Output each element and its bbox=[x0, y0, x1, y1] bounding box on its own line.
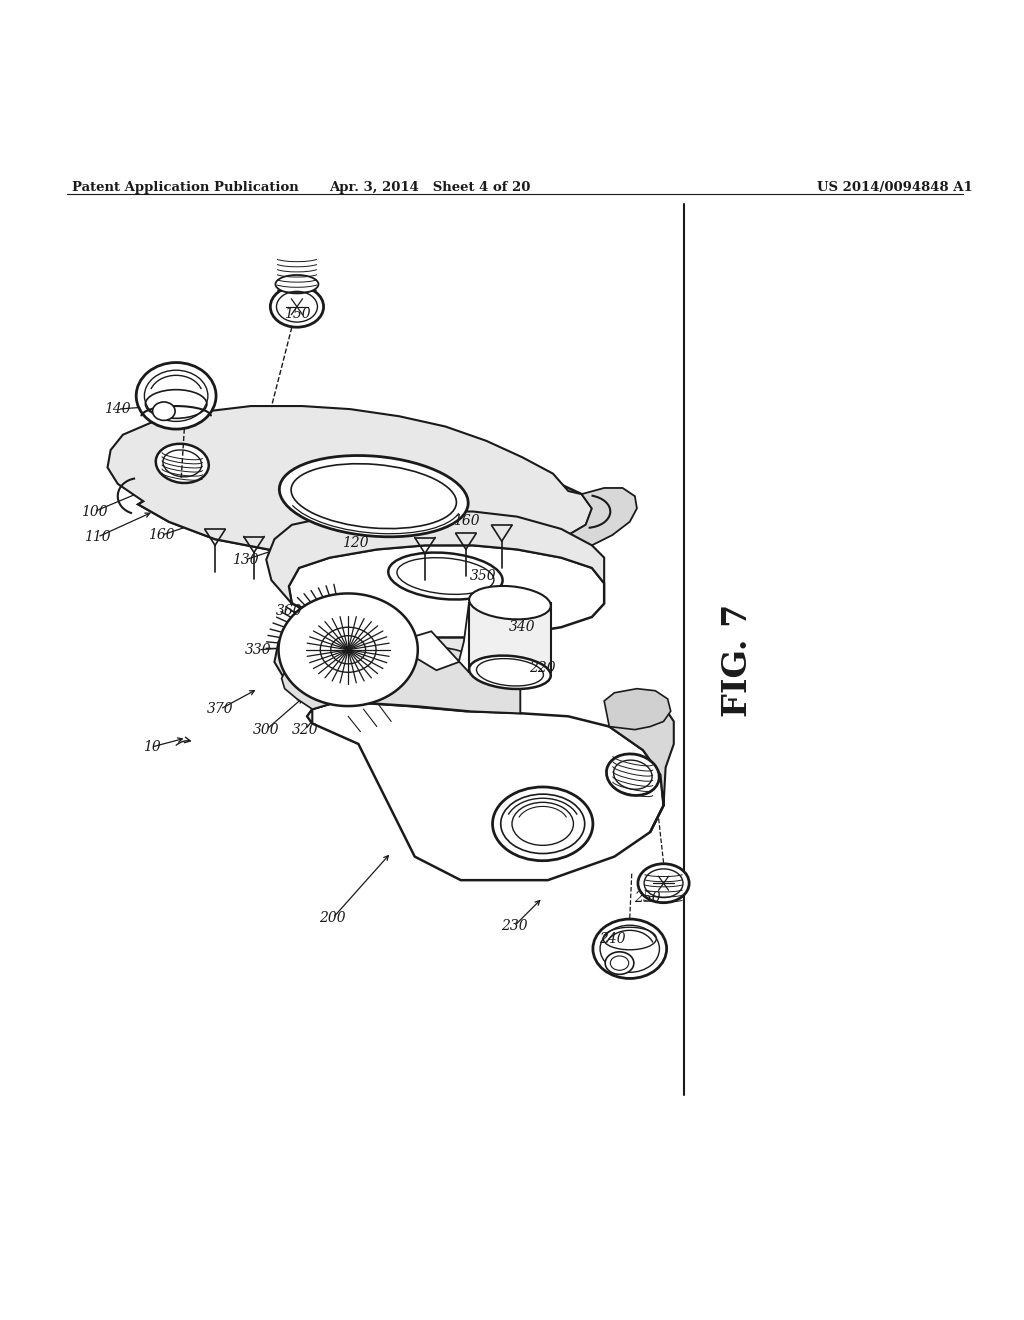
Ellipse shape bbox=[606, 754, 659, 796]
Polygon shape bbox=[469, 603, 551, 672]
Ellipse shape bbox=[280, 455, 468, 537]
Polygon shape bbox=[609, 701, 674, 832]
Text: 110: 110 bbox=[84, 531, 111, 544]
Text: 320: 320 bbox=[292, 722, 318, 737]
Ellipse shape bbox=[469, 586, 551, 619]
Text: 240: 240 bbox=[599, 932, 626, 945]
Text: 130: 130 bbox=[232, 553, 259, 566]
Text: 250: 250 bbox=[634, 891, 660, 904]
Ellipse shape bbox=[638, 863, 689, 903]
Polygon shape bbox=[289, 545, 604, 638]
Polygon shape bbox=[279, 594, 418, 706]
Polygon shape bbox=[138, 463, 592, 557]
Ellipse shape bbox=[136, 363, 216, 429]
Ellipse shape bbox=[388, 553, 503, 599]
Text: 140: 140 bbox=[104, 403, 131, 416]
Ellipse shape bbox=[270, 286, 324, 327]
Text: Patent Application Publication: Patent Application Publication bbox=[72, 181, 298, 194]
Ellipse shape bbox=[593, 919, 667, 978]
Text: 120: 120 bbox=[342, 536, 369, 550]
Text: 150: 150 bbox=[284, 306, 310, 321]
Text: 160: 160 bbox=[148, 528, 175, 543]
Text: 360: 360 bbox=[275, 603, 302, 618]
Text: 10: 10 bbox=[142, 741, 161, 754]
Polygon shape bbox=[274, 611, 520, 723]
Polygon shape bbox=[561, 488, 637, 549]
Text: 300: 300 bbox=[253, 722, 280, 737]
Text: 340: 340 bbox=[509, 620, 536, 634]
Polygon shape bbox=[411, 603, 469, 672]
Ellipse shape bbox=[605, 952, 634, 974]
Ellipse shape bbox=[469, 656, 551, 689]
Text: 200: 200 bbox=[319, 911, 346, 925]
Polygon shape bbox=[282, 638, 520, 713]
Text: 350: 350 bbox=[470, 569, 497, 583]
Text: US 2014/0094848 A1: US 2014/0094848 A1 bbox=[817, 181, 973, 194]
Ellipse shape bbox=[156, 444, 209, 483]
Text: 230: 230 bbox=[501, 919, 527, 933]
Polygon shape bbox=[266, 512, 604, 603]
Polygon shape bbox=[604, 689, 671, 730]
Ellipse shape bbox=[153, 403, 175, 420]
Text: FIG. 7: FIG. 7 bbox=[721, 603, 754, 717]
Polygon shape bbox=[307, 704, 664, 880]
Text: Apr. 3, 2014   Sheet 4 of 20: Apr. 3, 2014 Sheet 4 of 20 bbox=[330, 181, 530, 194]
Ellipse shape bbox=[275, 275, 318, 293]
Text: 160: 160 bbox=[453, 513, 479, 528]
Text: 220: 220 bbox=[529, 661, 556, 676]
Polygon shape bbox=[108, 407, 592, 557]
Text: 370: 370 bbox=[207, 702, 233, 717]
Text: 100: 100 bbox=[81, 504, 108, 519]
Text: 330: 330 bbox=[245, 643, 271, 657]
Ellipse shape bbox=[493, 787, 593, 861]
